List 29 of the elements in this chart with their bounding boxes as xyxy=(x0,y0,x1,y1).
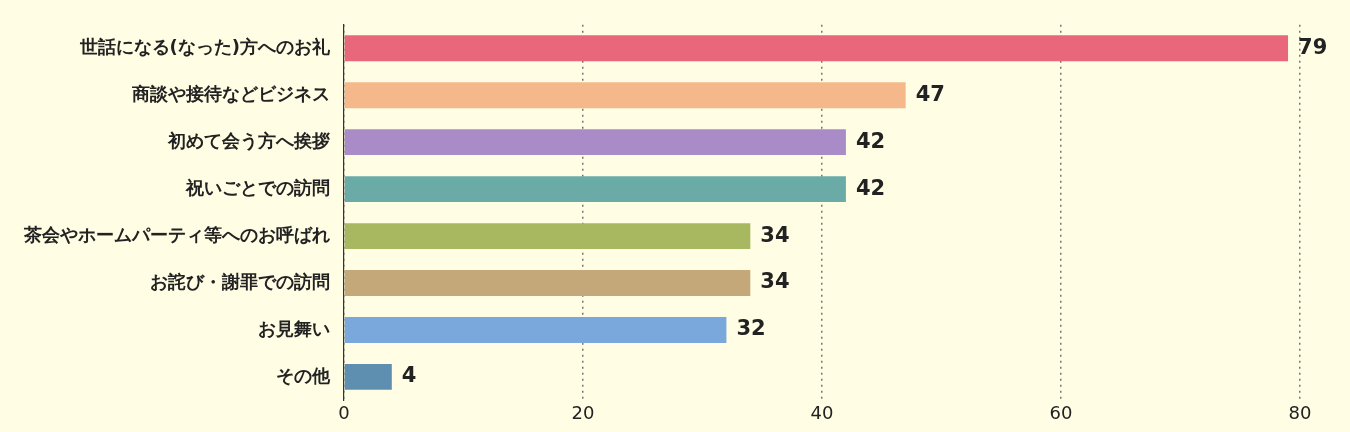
x-tick-label: 60 xyxy=(1049,401,1073,423)
bar xyxy=(344,317,727,343)
data-label: 42 xyxy=(855,175,886,200)
bar xyxy=(344,223,751,249)
data-label: 4 xyxy=(401,363,417,388)
x-tick-label: 0 xyxy=(338,401,350,423)
y-tick-label: お見舞い xyxy=(258,317,330,339)
bar xyxy=(344,364,392,390)
y-tick-label: お詫び・謝罪での訪問 xyxy=(150,270,330,292)
y-tick-label: 祝いごとでの訪問 xyxy=(185,176,330,198)
x-tick-label: 40 xyxy=(810,401,834,423)
y-tick-label: その他 xyxy=(276,364,331,386)
data-label: 79 xyxy=(1298,34,1328,59)
y-tick-label: 茶会やホームパーティ等へのお呼ばれ xyxy=(23,223,330,245)
data-label: 34 xyxy=(760,269,790,294)
data-label: 47 xyxy=(915,81,945,106)
x-tick-label: 20 xyxy=(571,401,595,423)
bar xyxy=(344,82,906,109)
y-tick-label: 初めて会う方へ挨拶 xyxy=(167,129,330,151)
data-label: 34 xyxy=(760,222,790,247)
x-tick-label: 80 xyxy=(1288,401,1312,423)
data-label: 32 xyxy=(736,316,766,341)
bar xyxy=(344,270,751,296)
y-tick-label: 世話になる(なった)方へのお礼 xyxy=(78,35,331,57)
bar xyxy=(344,35,1289,62)
bar xyxy=(344,176,846,203)
data-label: 42 xyxy=(855,128,886,153)
y-tick-label: 商談や接待などビジネス xyxy=(131,82,330,104)
bar xyxy=(344,129,846,156)
